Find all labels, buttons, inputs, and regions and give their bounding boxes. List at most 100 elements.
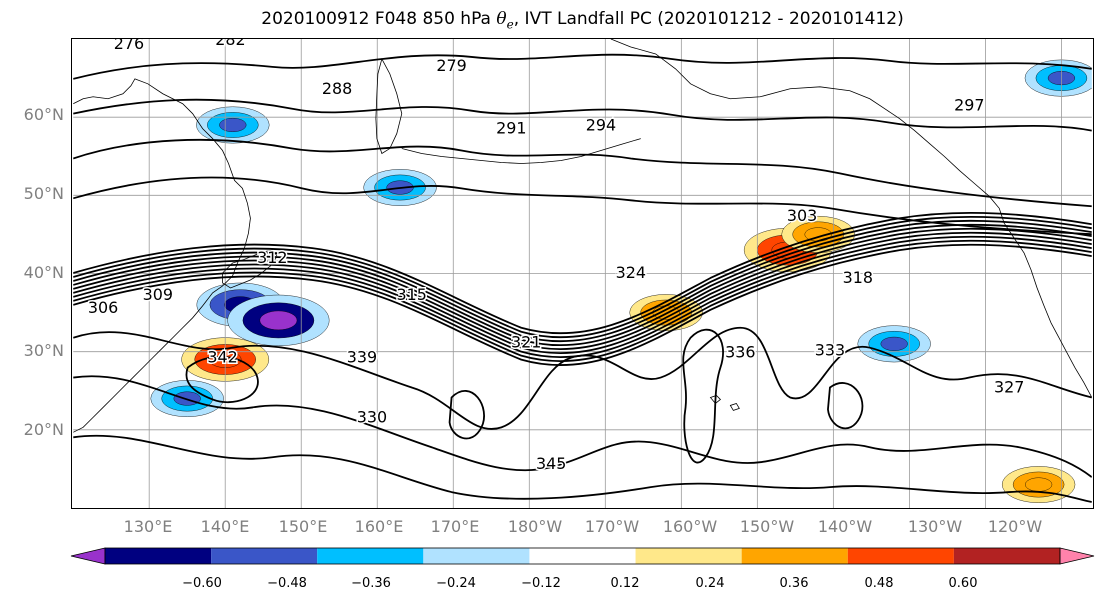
theta-e-contour bbox=[73, 227, 1092, 351]
coastline-kamchatka bbox=[375, 57, 403, 155]
lon-label-170e: 170°E bbox=[430, 517, 480, 536]
theta-e-contour bbox=[73, 211, 1092, 335]
anomaly-blob-core bbox=[219, 117, 247, 132]
lon-label-160w: 160°W bbox=[662, 517, 718, 536]
colorbar-segment bbox=[317, 548, 424, 564]
contour-label: 333 bbox=[815, 341, 845, 360]
colorbar-segment bbox=[635, 548, 742, 564]
theta-e-contour bbox=[73, 138, 1092, 208]
title-theta-symbol: θ bbox=[496, 9, 507, 29]
theta-e-contour bbox=[73, 326, 1092, 430]
theta-e-contour bbox=[185, 355, 259, 404]
lon-label-140w: 140°W bbox=[817, 517, 873, 536]
contour-label: 321 bbox=[511, 333, 541, 352]
lat-label-50n: 50°N bbox=[23, 184, 64, 203]
theta-e-contour bbox=[682, 328, 724, 464]
contour-label: 315 bbox=[397, 285, 427, 304]
colorbar-segment bbox=[953, 548, 1060, 564]
contour-label: 324 bbox=[616, 263, 646, 282]
lon-label-130w: 130°W bbox=[907, 517, 963, 536]
contour-label: 336 bbox=[725, 343, 755, 362]
map-panel: 276 282 279 288 291 294 297 303 306 309 312 315 318 3… bbox=[71, 38, 1094, 509]
colorbar-tick-048: 0.48 bbox=[864, 576, 894, 591]
figure-title: 2020100912 F048 850 hPa θe, IVT Landfall… bbox=[0, 9, 1105, 31]
coastline-hawaii bbox=[709, 395, 740, 411]
colorbar bbox=[70, 547, 1095, 565]
contour-label: 276 bbox=[114, 39, 144, 53]
contour-label: 318 bbox=[843, 268, 873, 287]
theta-e-contour bbox=[73, 243, 1092, 367]
lon-label-150w: 150°W bbox=[739, 517, 795, 536]
contour-label: 282 bbox=[215, 39, 245, 49]
title-suffix: , IVT Landfall PC (2020101212 - 20201014… bbox=[513, 9, 904, 29]
theta-e-contour bbox=[73, 223, 1092, 347]
lat-label-60n: 60°N bbox=[23, 105, 64, 124]
title-prefix: 2020100912 F048 850 hPa bbox=[261, 9, 497, 29]
theta-e-contour bbox=[73, 434, 1092, 503]
contour-label: 345 bbox=[536, 454, 566, 473]
theta-e-contour bbox=[73, 231, 1092, 355]
theta-e-contour bbox=[73, 239, 1092, 363]
contour-label: 294 bbox=[586, 116, 616, 135]
colorbar-segment bbox=[211, 548, 318, 564]
colorbar-tick-neg012: −0.12 bbox=[521, 576, 561, 591]
colorbar-outline bbox=[104, 547, 1061, 565]
lat-label-40n: 40°N bbox=[23, 263, 64, 282]
lon-label-150e: 150°E bbox=[278, 517, 328, 536]
contour-label: 312 bbox=[257, 248, 287, 267]
lon-label-160e: 160°E bbox=[354, 517, 404, 536]
theta-e-contour bbox=[73, 235, 1092, 359]
coastline-alaska bbox=[610, 39, 1005, 224]
contour-label: 330 bbox=[357, 407, 387, 426]
colorbar-tick-012: 0.12 bbox=[610, 576, 640, 591]
coastline-aleutians bbox=[401, 138, 641, 164]
contour-label: 303 bbox=[787, 206, 817, 225]
colorbar-tick-neg036: −0.36 bbox=[351, 576, 391, 591]
lon-label-140e: 140°E bbox=[200, 517, 250, 536]
theta-e-contour bbox=[448, 390, 485, 440]
colorbar-tick-neg024: −0.24 bbox=[436, 576, 476, 591]
colorbar-segment bbox=[529, 548, 636, 564]
theta-e-contour bbox=[73, 219, 1092, 343]
lon-label-120w: 120°W bbox=[987, 517, 1043, 536]
theta-e-contour bbox=[73, 98, 1092, 132]
contour-label: 288 bbox=[322, 79, 352, 98]
theta-e-contours bbox=[73, 53, 1092, 503]
contour-label: 339 bbox=[347, 348, 377, 367]
contour-label: 306 bbox=[88, 298, 118, 317]
contour-label: 309 bbox=[143, 285, 173, 304]
anomaly-blob-core bbox=[1025, 477, 1053, 492]
anomaly-blob-core bbox=[259, 310, 298, 331]
theta-e-contour bbox=[73, 176, 1092, 236]
colorbar-tick-024: 0.24 bbox=[695, 576, 725, 591]
lon-label-130e: 130°E bbox=[123, 517, 173, 536]
theta-e-contour bbox=[73, 215, 1092, 339]
theta-e-contour bbox=[73, 53, 1092, 80]
lat-label-30n: 30°N bbox=[23, 341, 64, 360]
theta-e-contour bbox=[73, 375, 1092, 478]
contour-label: 327 bbox=[994, 377, 1024, 396]
anomaly-blob-core bbox=[880, 336, 908, 351]
colorbar-segment bbox=[105, 548, 212, 564]
lon-label-170w: 170°W bbox=[584, 517, 640, 536]
colorbar-tick-036: 0.36 bbox=[779, 576, 809, 591]
contour-label: 279 bbox=[436, 56, 466, 75]
contour-label: 297 bbox=[954, 96, 984, 115]
lat-label-20n: 20°N bbox=[23, 420, 64, 439]
colorbar-segment bbox=[423, 548, 530, 564]
title-theta-subscript: e bbox=[506, 17, 514, 32]
map-svg: 276 282 279 288 291 294 297 303 306 309 312 315 318 3… bbox=[73, 39, 1092, 508]
colorbar-extend-low bbox=[70, 547, 106, 565]
colorbar-tick-neg060: −0.60 bbox=[182, 576, 222, 591]
lon-label-180w: 180°W bbox=[507, 517, 563, 536]
contour-labels: 276 282 279 288 291 294 297 303 306 309 312 315 318 3… bbox=[86, 39, 1026, 475]
theta-e-contour bbox=[827, 382, 864, 430]
contour-label: 291 bbox=[496, 119, 526, 138]
colorbar-tick-neg048: −0.48 bbox=[267, 576, 307, 591]
colorbar-segment bbox=[847, 548, 954, 564]
colorbar-tick-060: 0.60 bbox=[948, 576, 978, 591]
colorbar-segment bbox=[741, 548, 848, 564]
contour-label: 342 bbox=[207, 348, 237, 367]
colorbar-extend-high bbox=[1059, 547, 1095, 565]
